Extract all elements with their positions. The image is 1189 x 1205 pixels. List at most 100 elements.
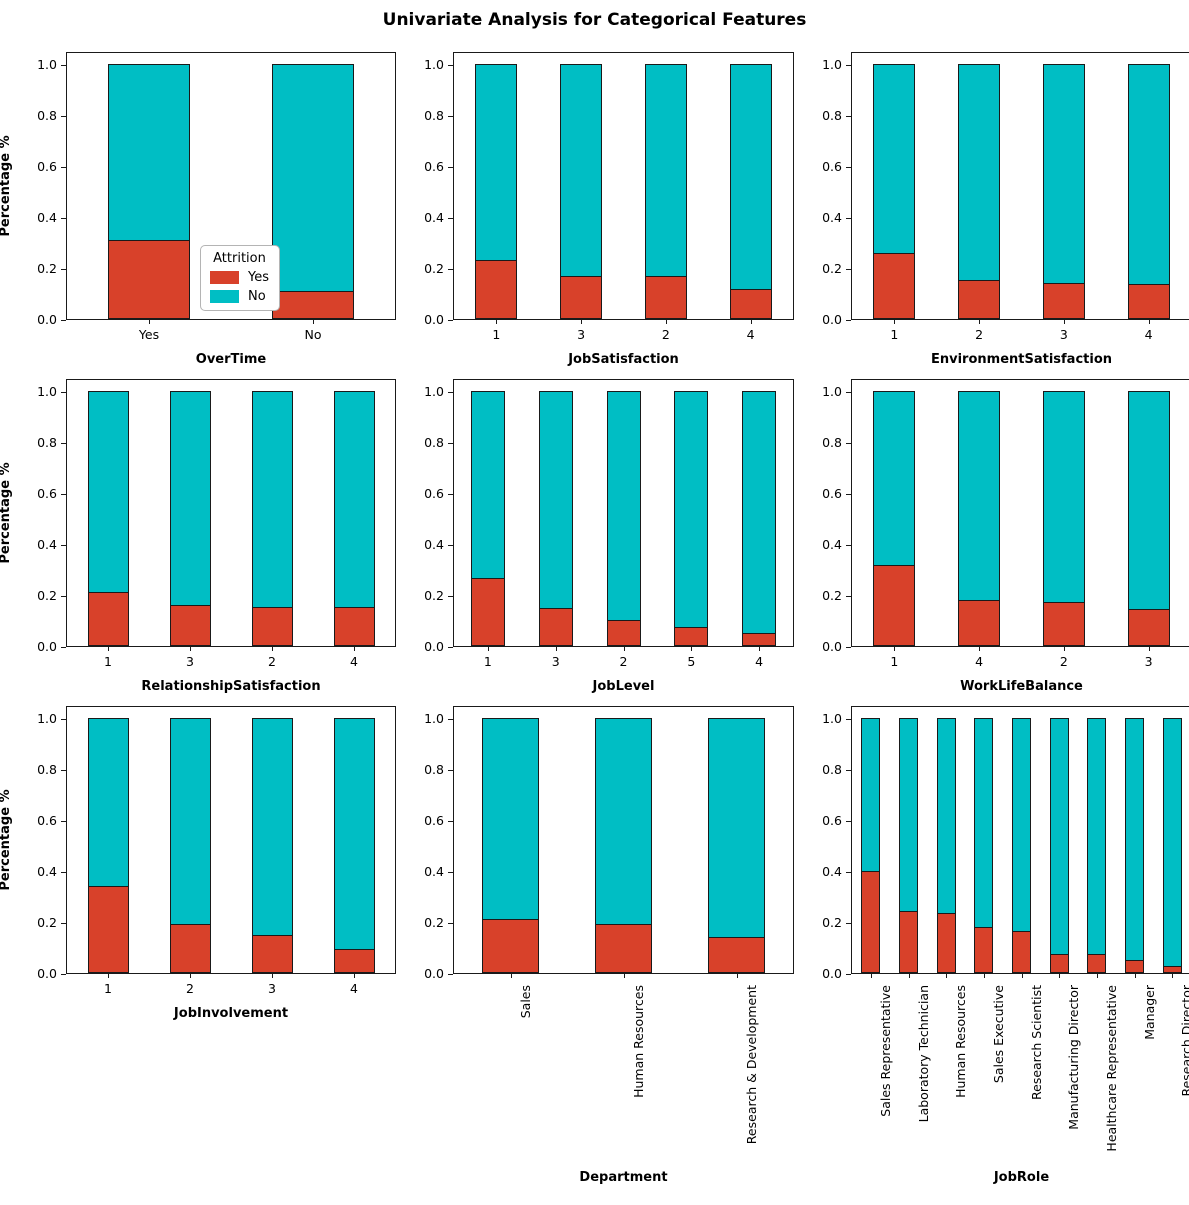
y-tick-mark (61, 443, 66, 444)
bar-segment-no (253, 392, 292, 607)
x-tick-mark (979, 320, 981, 324)
y-tick-mark (846, 923, 851, 924)
y-tick-mark (846, 821, 851, 822)
y-tick-mark (846, 647, 851, 648)
plot-column: 1 3 2 4 JobSatisfaction (453, 52, 794, 367)
stacked-bar (88, 718, 129, 973)
plot-column: Sales Representative Laboratory Technicia… (851, 706, 1189, 1185)
y-tick-mark (61, 719, 66, 720)
y-tick-mark (448, 821, 453, 822)
bar-segment-no (1129, 392, 1169, 609)
bar-segment-no (608, 392, 640, 620)
y-tick-mark (846, 65, 851, 66)
y-tick-mark (846, 770, 851, 771)
y-tick-mark (846, 443, 851, 444)
x-tick-label: No (304, 327, 322, 342)
y-tick-label: 0.4 (822, 537, 842, 552)
bar-segment-yes (1088, 954, 1105, 972)
x-axis: Sales Human Resources Research & Developme… (453, 974, 794, 1164)
bar-segment-yes (1129, 609, 1169, 645)
x-tick-mark (623, 974, 625, 978)
y-axis-title-text: Percentage % (0, 789, 13, 891)
bar-segment-yes (89, 886, 128, 972)
x-tick-label: 2 (975, 327, 984, 342)
bar-segment-no (709, 719, 764, 937)
y-tick-label: 0.4 (424, 864, 444, 879)
chart-panel: Percentage % 0.0 0.2 0.4 0.6 0.8 1.0 Attrition Y… (0, 52, 396, 367)
bar-segment-yes (596, 924, 651, 972)
y-tick-mark (448, 545, 453, 546)
plot-column: 1 3 2 4 RelationshipSatisfaction (66, 379, 396, 694)
y-tick-mark (61, 923, 66, 924)
x-tick-mark (894, 320, 896, 324)
y-tick-mark (846, 392, 851, 393)
stacked-bar (674, 391, 708, 646)
y-tick-mark (448, 167, 453, 168)
stacked-bar (645, 64, 687, 319)
y-tick-label: 1.0 (424, 711, 444, 726)
bar-segment-no (959, 392, 999, 600)
bar-segment-no (273, 65, 353, 291)
y-tick-mark (448, 392, 453, 393)
y-axis: 0.0 0.2 0.4 0.6 0.8 1.0 (807, 52, 851, 327)
y-tick-mark (61, 218, 66, 219)
x-tick-mark (983, 974, 985, 978)
y-tick-label: 0.4 (37, 864, 57, 879)
plot-column: Sales Human Resources Research & Developme… (453, 706, 794, 1185)
y-tick-mark (448, 65, 453, 66)
y-tick-label: 0.8 (37, 435, 57, 450)
x-axis-title: EnvironmentSatisfaction (930, 352, 1113, 367)
y-tick-mark (61, 647, 66, 648)
stacked-bar (974, 718, 993, 973)
chart-panel: 0.0 0.2 0.4 0.6 0.8 1.0 1 2 3 4 EnvironmentSatisfa… (807, 52, 1189, 367)
x-tick-mark (623, 647, 625, 651)
y-tick-label: 0.0 (424, 966, 444, 981)
x-axis: 1 3 2 4 (453, 320, 794, 346)
stacked-bar (560, 64, 602, 319)
x-tick-label-text: Sales (517, 985, 533, 1019)
y-tick-label: 0.6 (424, 486, 444, 501)
x-tick-mark (581, 320, 583, 324)
stacked-bar (1043, 64, 1085, 319)
x-tick-label: 3 (186, 654, 194, 669)
bar-segment-yes (476, 260, 516, 318)
y-tick-mark (448, 719, 453, 720)
y-axis: 0.0 0.2 0.4 0.6 0.8 1.0 (22, 52, 66, 327)
y-tick-mark (448, 974, 453, 975)
stacked-bar (334, 718, 375, 973)
y-tick-mark (448, 443, 453, 444)
x-tick-mark (750, 320, 752, 324)
x-tick-label-text: Human Resources (630, 985, 646, 1098)
bar-segment-yes (731, 289, 771, 318)
stacked-bar (88, 391, 129, 646)
stacked-bar (1128, 391, 1170, 646)
y-tick-mark (61, 872, 66, 873)
y-tick-label: 0.8 (822, 762, 842, 777)
bar-segment-no (862, 719, 879, 871)
x-tick-mark (894, 647, 896, 651)
stacked-bar (1012, 718, 1031, 973)
y-tick-label: 0.0 (822, 639, 842, 654)
x-tick-mark (1148, 647, 1150, 651)
x-axis: 1 4 2 3 (851, 647, 1189, 673)
stacked-bar (272, 64, 354, 319)
y-tick-mark (846, 545, 851, 546)
stacked-bar (958, 391, 1000, 646)
y-tick-label: 0.8 (37, 108, 57, 123)
bar-segment-no (472, 392, 504, 578)
x-tick-mark (736, 974, 738, 978)
legend-swatch-no (210, 290, 239, 303)
x-tick-label: 2 (619, 654, 628, 669)
y-tick-label: 0.8 (424, 762, 444, 777)
bar-segment-yes (89, 592, 128, 645)
y-axis-title: Percentage % (0, 52, 22, 320)
plot-column: Attrition Yes No Yes No OverTime (66, 52, 396, 367)
x-tick-mark (908, 974, 910, 978)
plot-area (66, 706, 396, 974)
x-tick-mark (759, 647, 761, 651)
stacked-bar (1050, 718, 1069, 973)
y-tick-mark (846, 719, 851, 720)
x-axis: Yes No (66, 320, 396, 346)
stacked-bar (607, 391, 641, 646)
y-tick-label: 0.2 (822, 261, 842, 276)
